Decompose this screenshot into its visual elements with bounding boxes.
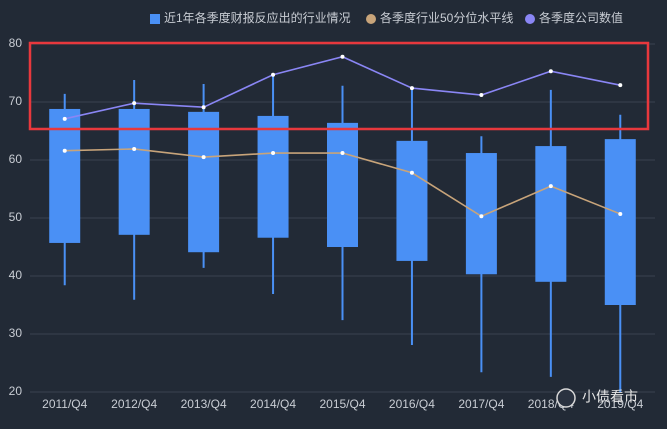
y-tick-label: 40 [9,268,23,282]
point [479,93,484,98]
box [535,146,567,282]
box [604,139,636,305]
point [62,148,67,153]
watermark: 小债看市 [582,389,638,405]
box [396,140,428,261]
box [465,153,497,275]
x-tick-label: 2013/Q4 [181,397,227,411]
point [618,83,623,88]
watermark-icon [556,388,576,408]
x-tick-label: 2015/Q4 [319,397,365,411]
point [340,151,345,156]
legend-swatch [150,14,160,24]
point [548,69,553,74]
x-tick-label: 2011/Q4 [42,397,87,411]
highlight-box [28,41,650,131]
box [327,122,358,247]
x-tick-label: 2012/Q4 [111,397,157,411]
legend: 近1年各季度财报反应出的行业情况 各季度行业50分位水平线 各季度公司数值 [150,10,623,25]
legend-label: 近1年各季度财报反应出的行业情况 [164,10,351,25]
point [271,151,276,156]
legend-label: 各季度行业50分位水平线 [380,10,513,25]
point [62,116,67,121]
y-tick-label: 80 [9,36,23,50]
point [271,72,276,77]
y-tick-label: 20 [9,384,23,398]
box [188,111,220,253]
x-tick-label: 2019/Q4 [597,397,643,411]
y-tick-label: 30 [9,326,23,340]
point [409,86,414,91]
legend-swatch [525,14,535,24]
point [132,146,137,151]
legend-swatch [366,14,376,24]
point [479,214,484,219]
point [340,54,345,59]
point [201,155,206,160]
x-tick-label: 2014/Q4 [250,397,296,411]
y-tick-label: 60 [9,152,23,166]
y-tick-label: 50 [9,210,23,224]
watermark-group: 小债看市 [556,388,638,408]
point [618,211,623,216]
plot-area [49,54,636,392]
point [201,105,206,110]
point [132,101,137,106]
x-tick-label: 2016/Q4 [389,397,435,411]
y-tick-label: 70 [9,94,23,108]
box [49,108,81,243]
point [409,170,414,175]
x-tick-label: 2017/Q4 [458,397,504,411]
point [548,184,553,189]
legend-label: 各季度公司数值 [539,10,623,25]
box [257,115,289,238]
